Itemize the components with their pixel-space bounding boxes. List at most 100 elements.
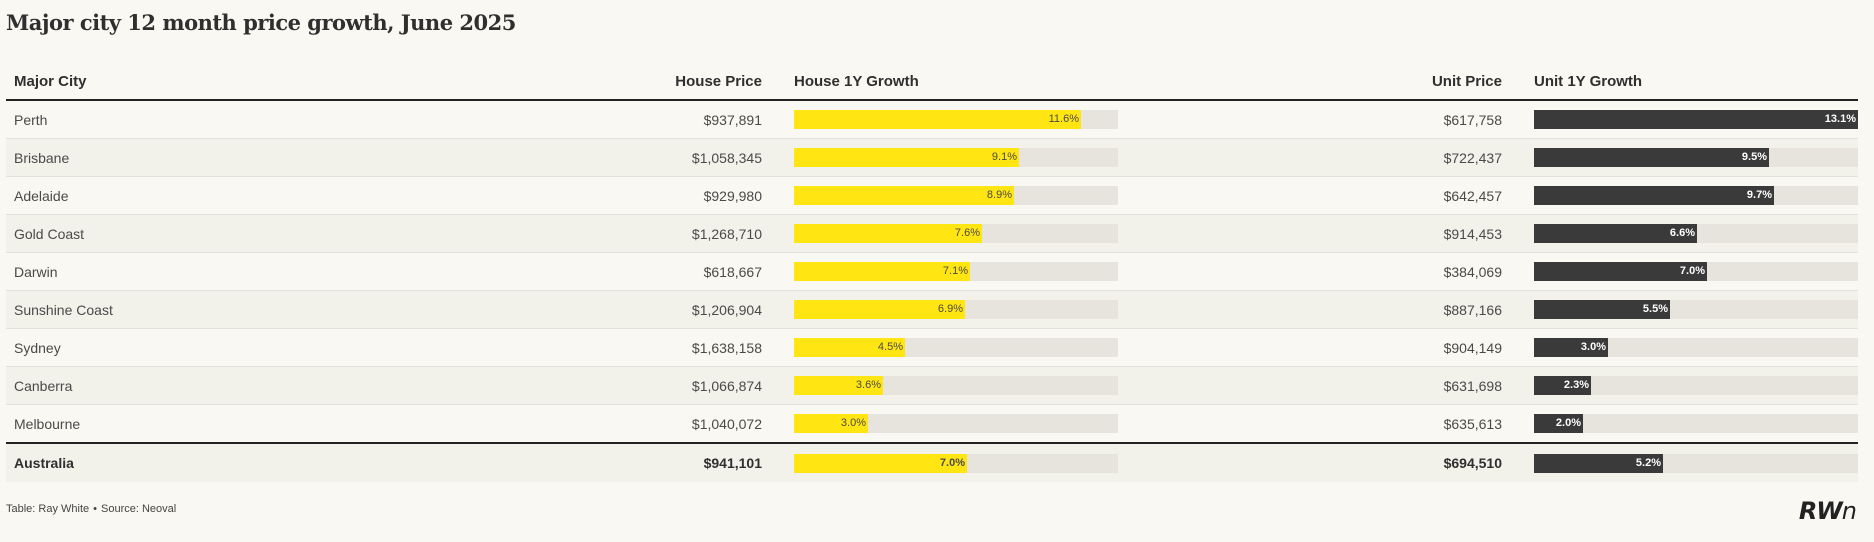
- house-growth-bar: 7.0%: [794, 453, 967, 473]
- house-growth-cell: 3.0%: [786, 404, 1406, 444]
- table-row: Melbourne $1,040,072 3.0% $635,613 2.0%: [6, 404, 1858, 444]
- unit-growth-track: 6.6%: [1534, 224, 1858, 243]
- unit-price-cell: $887,166: [1406, 290, 1526, 329]
- unit-growth-bar: 3.0%: [1534, 338, 1608, 357]
- header-major-city[interactable]: Major City: [6, 64, 586, 101]
- table-row: Canberra $1,066,874 3.6% $631,698 2.3%: [6, 366, 1858, 405]
- unit-growth-track: 9.7%: [1534, 186, 1858, 205]
- unit-growth-bar: 5.2%: [1534, 453, 1663, 473]
- unit-price-cell: $694,510: [1406, 442, 1526, 482]
- table-row: Adelaide $929,980 8.9% $642,457 9.7%: [6, 176, 1858, 215]
- unit-price-cell: $631,698: [1406, 366, 1526, 405]
- unit-growth-bar: 9.7%: [1534, 186, 1774, 205]
- city-cell: Brisbane: [6, 138, 586, 177]
- house-growth-bar: 9.1%: [794, 148, 1019, 167]
- house-price-cell: $1,268,710: [586, 214, 786, 253]
- house-price-cell: $937,891: [586, 100, 786, 139]
- footer-source: Table: Ray White • Source: Neoval: [6, 503, 176, 515]
- unit-growth-track: 5.2%: [1534, 453, 1858, 473]
- unit-growth-label: 9.7%: [1746, 189, 1772, 201]
- city-cell: Sydney: [6, 328, 586, 367]
- house-growth-bar: 7.6%: [794, 224, 982, 243]
- house-growth-cell: 8.9%: [786, 176, 1406, 215]
- house-price-cell: $618,667: [586, 252, 786, 291]
- growth-table: Major City House Price House 1Y Growth U…: [6, 64, 1858, 482]
- house-growth-label: 11.6%: [1048, 113, 1079, 125]
- house-growth-bar: 7.1%: [794, 262, 970, 281]
- unit-growth-cell: 7.0%: [1526, 252, 1858, 291]
- unit-growth-track: 3.0%: [1534, 338, 1858, 357]
- unit-growth-bar: 5.5%: [1534, 300, 1670, 319]
- header-unit-price[interactable]: Unit Price: [1406, 64, 1526, 101]
- unit-price-cell: $642,457: [1406, 176, 1526, 215]
- unit-growth-track: 13.1%: [1534, 110, 1858, 129]
- table-body: Perth $937,891 11.6% $617,758 13.1% Brisbane $…: [6, 100, 1858, 482]
- unit-growth-label: 3.0%: [1580, 341, 1606, 353]
- header-unit-growth[interactable]: Unit 1Y Growth: [1526, 64, 1858, 101]
- unit-growth-bar: 6.6%: [1534, 224, 1697, 243]
- house-growth-cell: 4.5%: [786, 328, 1406, 367]
- house-growth-cell: 7.6%: [786, 214, 1406, 253]
- source-credit: Source: Neoval: [101, 503, 177, 515]
- city-cell: Canberra: [6, 366, 586, 405]
- house-growth-bar: 6.9%: [794, 300, 965, 319]
- city-cell: Melbourne: [6, 404, 586, 444]
- table-credit: Table: Ray White: [6, 503, 90, 515]
- unit-price-cell: $635,613: [1406, 404, 1526, 444]
- house-price-cell: $1,040,072: [586, 404, 786, 444]
- house-price-cell: $929,980: [586, 176, 786, 215]
- unit-growth-bar: 13.1%: [1534, 110, 1858, 129]
- city-cell: Sunshine Coast: [6, 290, 586, 329]
- header-house-price[interactable]: House Price: [586, 64, 786, 101]
- unit-growth-bar: 2.0%: [1534, 414, 1583, 433]
- unit-growth-label: 9.5%: [1741, 151, 1767, 163]
- house-growth-label: 4.5%: [877, 341, 903, 353]
- unit-growth-bar: 2.3%: [1534, 376, 1591, 395]
- logo-main: RW: [1798, 497, 1843, 525]
- house-growth-bar: 8.9%: [794, 186, 1014, 205]
- header-house-growth[interactable]: House 1Y Growth: [786, 64, 1406, 101]
- house-growth-bar: 3.6%: [794, 376, 883, 395]
- house-growth-track: 6.9%: [794, 300, 1118, 319]
- unit-price-cell: $617,758: [1406, 100, 1526, 139]
- house-growth-cell: 7.0%: [786, 442, 1406, 482]
- house-price-cell: $941,101: [586, 442, 786, 482]
- unit-growth-cell: 5.5%: [1526, 290, 1858, 329]
- city-cell: Adelaide: [6, 176, 586, 215]
- unit-price-cell: $904,149: [1406, 328, 1526, 367]
- house-growth-label: 9.1%: [991, 151, 1017, 163]
- table-row: Sunshine Coast $1,206,904 6.9% $887,166 5.5%: [6, 290, 1858, 329]
- unit-growth-cell: 6.6%: [1526, 214, 1858, 253]
- city-cell: Australia: [6, 442, 586, 482]
- footer-separator: •: [93, 503, 98, 515]
- unit-growth-track: 7.0%: [1534, 262, 1858, 281]
- unit-growth-cell: 3.0%: [1526, 328, 1858, 367]
- house-growth-label: 7.1%: [942, 265, 968, 277]
- table-row: Brisbane $1,058,345 9.1% $722,437 9.5%: [6, 138, 1858, 177]
- total-row: Australia $941,101 7.0% $694,510 5.2%: [6, 442, 1858, 482]
- house-growth-cell: 7.1%: [786, 252, 1406, 291]
- header-row: Major City House Price House 1Y Growth U…: [6, 64, 1858, 101]
- house-growth-label: 8.9%: [986, 189, 1012, 201]
- table-row: Gold Coast $1,268,710 7.6% $914,453 6.6%: [6, 214, 1858, 253]
- house-price-cell: $1,638,158: [586, 328, 786, 367]
- house-growth-label: 6.9%: [937, 303, 963, 315]
- unit-growth-label: 5.5%: [1642, 303, 1668, 315]
- house-growth-label: 3.0%: [840, 417, 866, 429]
- table-row: Darwin $618,667 7.1% $384,069 7.0%: [6, 252, 1858, 291]
- unit-price-cell: $722,437: [1406, 138, 1526, 177]
- unit-growth-cell: 5.2%: [1526, 442, 1858, 482]
- house-growth-cell: 6.9%: [786, 290, 1406, 329]
- house-growth-cell: 9.1%: [786, 138, 1406, 177]
- house-growth-bar: 3.0%: [794, 414, 868, 433]
- house-growth-track: 7.1%: [794, 262, 1118, 281]
- house-growth-track: 11.6%: [794, 110, 1118, 129]
- house-growth-track: 8.9%: [794, 186, 1118, 205]
- unit-growth-cell: 9.7%: [1526, 176, 1858, 215]
- unit-growth-label: 2.3%: [1563, 379, 1589, 391]
- house-growth-track: 4.5%: [794, 338, 1118, 357]
- table-row: Sydney $1,638,158 4.5% $904,149 3.0%: [6, 328, 1858, 367]
- house-growth-track: 7.6%: [794, 224, 1118, 243]
- unit-price-cell: $384,069: [1406, 252, 1526, 291]
- unit-growth-label: 6.6%: [1669, 227, 1695, 239]
